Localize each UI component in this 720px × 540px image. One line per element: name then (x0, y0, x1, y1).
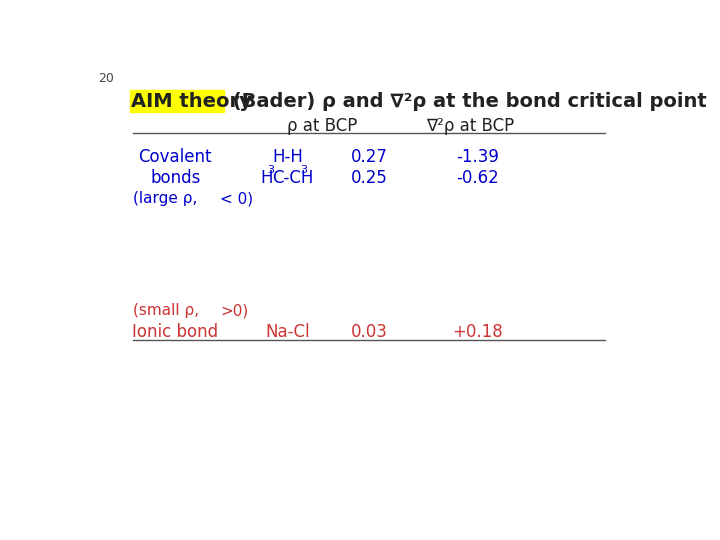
Text: ρ at BCP: ρ at BCP (287, 117, 358, 135)
FancyBboxPatch shape (130, 90, 224, 112)
Text: C-CH: C-CH (272, 168, 313, 187)
Text: 0.03: 0.03 (351, 323, 387, 341)
Text: (Bader) ρ and ∇²ρ at the bond critical point: (Bader) ρ and ∇²ρ at the bond critical p… (225, 92, 706, 111)
Text: 0.27: 0.27 (351, 148, 387, 166)
Text: (large ρ,: (large ρ, (132, 191, 197, 206)
Text: 3: 3 (267, 165, 274, 175)
Text: +0.18: +0.18 (452, 323, 503, 341)
Text: AIM theory: AIM theory (131, 92, 252, 111)
Text: 0.25: 0.25 (351, 168, 387, 187)
Text: Na-Cl: Na-Cl (265, 323, 310, 341)
Text: >0): >0) (220, 303, 248, 319)
Text: ∇²ρ at BCP: ∇²ρ at BCP (426, 117, 514, 135)
Text: 3: 3 (300, 165, 307, 175)
Text: H-H: H-H (272, 148, 303, 166)
Text: H: H (261, 168, 273, 187)
Text: 20: 20 (98, 72, 114, 85)
Text: (small ρ,: (small ρ, (132, 303, 199, 319)
Text: Covalent: Covalent (138, 148, 212, 166)
Text: Ionic bond: Ionic bond (132, 323, 218, 341)
Text: -0.62: -0.62 (456, 168, 499, 187)
Text: -1.39: -1.39 (456, 148, 499, 166)
Text: < 0): < 0) (220, 191, 253, 206)
Text: bonds: bonds (150, 168, 200, 187)
